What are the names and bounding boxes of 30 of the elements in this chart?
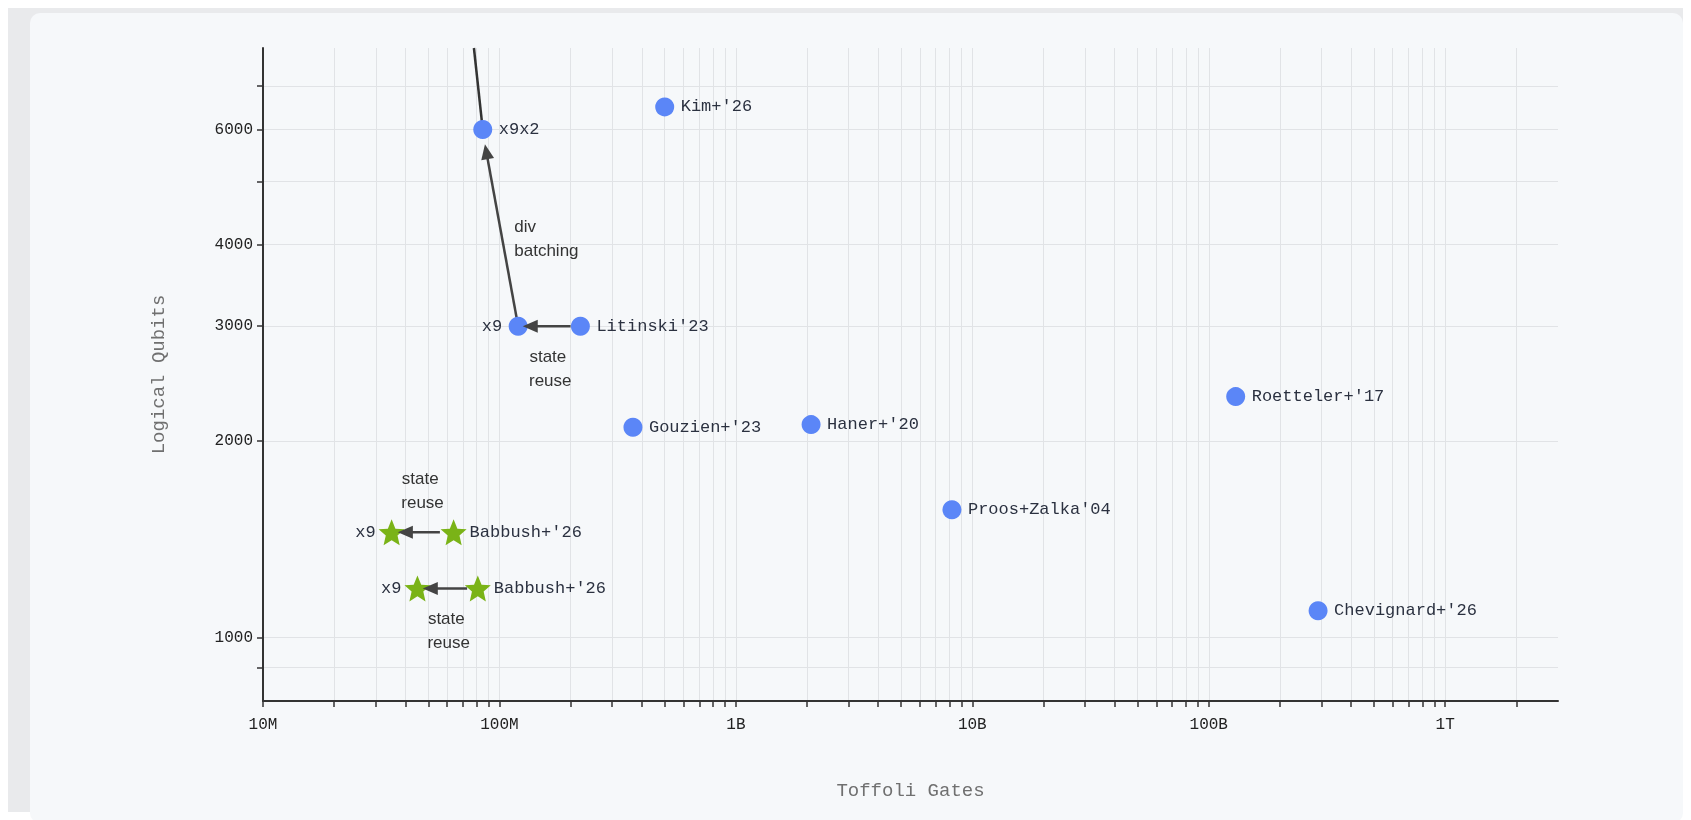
- x-tick-label: 10B: [957, 716, 987, 734]
- annotation: Haner+'20: [827, 415, 919, 435]
- annotation: Proos+Zalka'04: [967, 500, 1111, 520]
- y-axis-title: Logical Qubits: [147, 294, 170, 455]
- x-tick-label: 1B: [726, 716, 746, 734]
- x-tick-label: 10M: [248, 716, 278, 734]
- annotation: Kim+'26: [680, 97, 753, 117]
- x-axis-title: Toffoli Gates: [836, 779, 985, 802]
- annotation: x9: [381, 578, 402, 598]
- annotation: div batching: [514, 217, 579, 261]
- annotation: Roetteler+'17: [1251, 387, 1385, 407]
- y-tick-label: 6000: [214, 120, 253, 139]
- annotation: state reuse: [401, 468, 444, 512]
- annotation: x9x2: [498, 120, 540, 140]
- y-tick-label: 1000: [214, 628, 253, 647]
- annotation: Chevignard+'26: [1334, 601, 1477, 621]
- annotation: x9: [481, 316, 503, 336]
- annotation: Babbush+'26: [493, 578, 607, 598]
- y-tick-label: 2000: [214, 432, 253, 451]
- annotation: Gouzien+'23: [648, 417, 762, 437]
- x-tick-label: 100B: [1189, 716, 1228, 734]
- y-tick-label: 3000: [214, 317, 253, 336]
- annotation: state reuse: [528, 346, 572, 390]
- annotation: state reuse: [427, 608, 470, 652]
- x-tick-label: 100M: [480, 716, 519, 734]
- x-tick-label: 1T: [1435, 716, 1455, 734]
- annotation: Litinski'23: [596, 316, 709, 336]
- y-tick-label: 4000: [214, 235, 253, 254]
- annotation: Babbush+'26: [469, 522, 582, 542]
- annotation: x9: [355, 522, 376, 542]
